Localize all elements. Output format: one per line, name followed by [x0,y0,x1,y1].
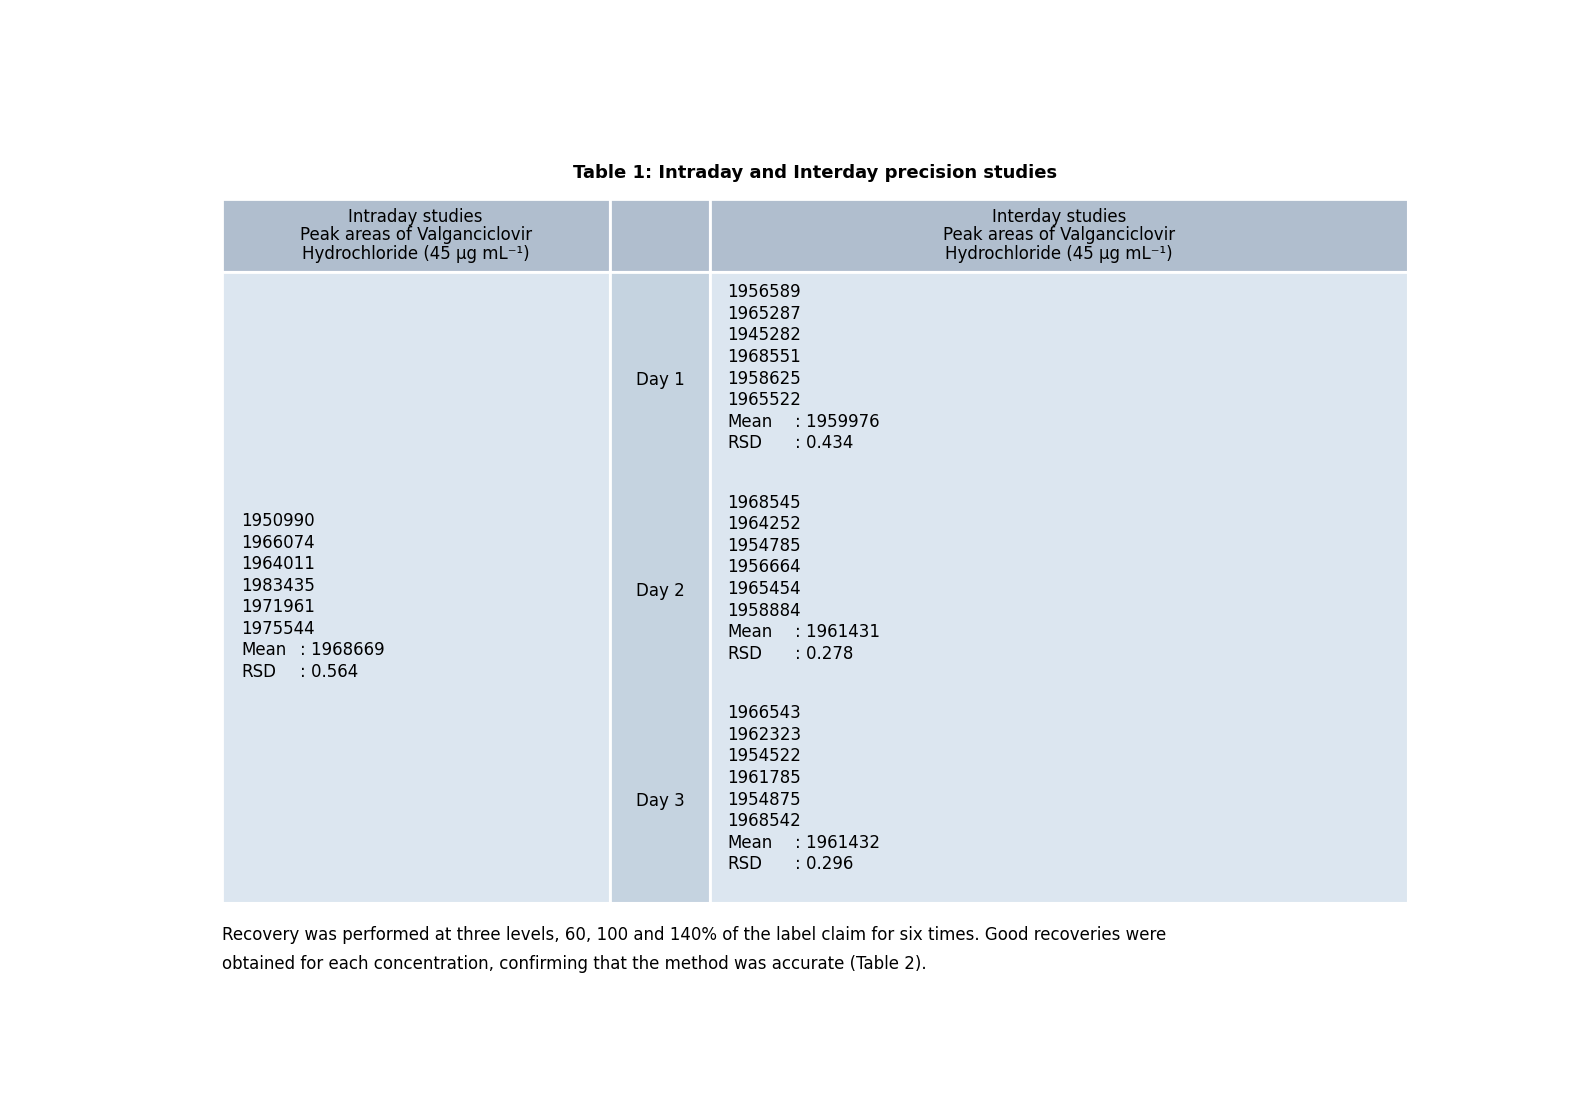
Text: : 1959976: : 1959976 [795,412,881,431]
Text: 1956664: 1956664 [727,558,801,577]
Text: 1983435: 1983435 [242,577,315,595]
Text: Interday studies: Interday studies [992,207,1126,226]
Polygon shape [711,272,1407,903]
Text: Day 2: Day 2 [636,581,684,600]
Text: Peak areas of Valganciclovir: Peak areas of Valganciclovir [299,226,531,245]
Polygon shape [223,272,609,903]
Text: 1961785: 1961785 [727,769,801,787]
Text: Table 1: Intraday and Interday precision studies: Table 1: Intraday and Interday precision… [572,163,1057,182]
Text: : 0.434: : 0.434 [795,434,854,452]
Text: RSD: RSD [727,434,762,452]
Polygon shape [609,199,711,272]
Text: Mean: Mean [727,623,773,641]
Text: : 0.564: : 0.564 [299,663,358,681]
Text: : 1961432: : 1961432 [795,834,881,851]
Text: 1964252: 1964252 [727,516,801,533]
Text: 1954875: 1954875 [727,791,801,808]
Text: 1965287: 1965287 [727,305,801,323]
Text: 1950990: 1950990 [242,512,315,530]
Text: : 1968669: : 1968669 [299,642,385,659]
Polygon shape [711,199,1407,272]
Text: 1965454: 1965454 [727,580,801,598]
Text: 1962323: 1962323 [727,726,801,744]
Text: 1968551: 1968551 [727,348,801,366]
Text: 1975544: 1975544 [242,620,315,637]
Text: Day 1: Day 1 [636,372,684,389]
Text: Intraday studies: Intraday studies [348,207,483,226]
Text: Day 3: Day 3 [636,792,684,811]
Text: 1968542: 1968542 [727,812,801,830]
Text: 1954785: 1954785 [727,536,801,555]
Text: 1964011: 1964011 [242,555,315,573]
Text: : 0.296: : 0.296 [795,856,854,873]
Text: 1966543: 1966543 [727,704,801,722]
Text: Hydrochloride (45 μg mL⁻¹): Hydrochloride (45 μg mL⁻¹) [302,245,529,263]
Text: Mean: Mean [242,642,286,659]
Text: 1971961: 1971961 [242,598,315,617]
Text: 1956589: 1956589 [727,283,801,302]
Text: Peak areas of Valganciclovir: Peak areas of Valganciclovir [943,226,1175,245]
Text: RSD: RSD [727,856,762,873]
Text: 1954522: 1954522 [727,747,801,766]
Text: : 0.278: : 0.278 [795,645,854,663]
Text: 1945282: 1945282 [727,327,801,344]
Text: 1965522: 1965522 [727,392,801,409]
Text: 1966074: 1966074 [242,533,315,552]
Text: Hydrochloride (45 μg mL⁻¹): Hydrochloride (45 μg mL⁻¹) [944,245,1173,263]
Text: Recovery was performed at three levels, 60, 100 and 140% of the label claim for : Recovery was performed at three levels, … [223,926,1165,973]
Polygon shape [223,199,609,272]
Text: 1958625: 1958625 [727,370,801,387]
Text: Mean: Mean [727,412,773,431]
Text: : 1961431: : 1961431 [795,623,881,641]
Text: RSD: RSD [727,645,762,663]
Text: 1968545: 1968545 [727,494,801,512]
Text: Mean: Mean [727,834,773,851]
Polygon shape [609,272,711,903]
Text: 1958884: 1958884 [727,601,801,620]
Text: RSD: RSD [242,663,277,681]
